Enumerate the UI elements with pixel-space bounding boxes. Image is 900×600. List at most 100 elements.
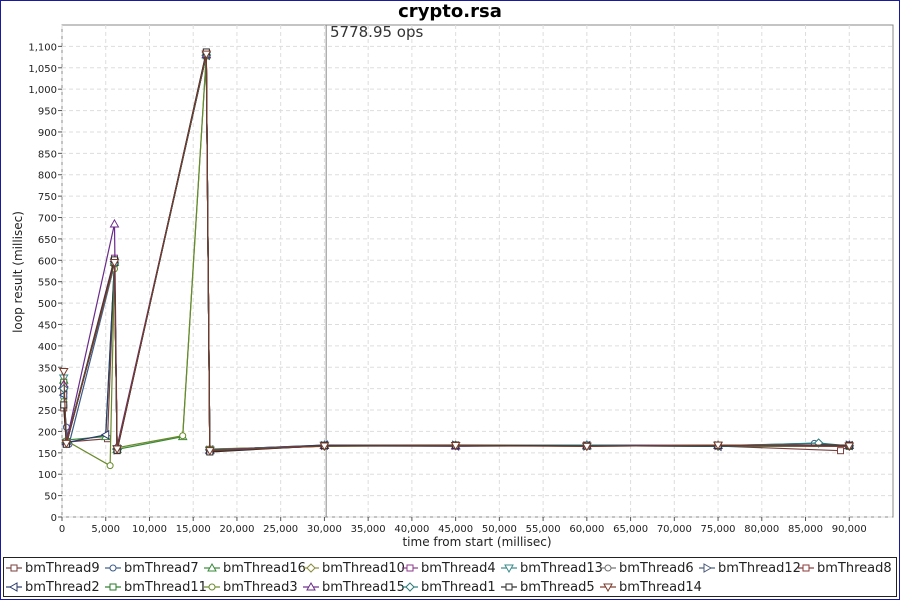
legend-label: bmThread13 <box>520 560 603 576</box>
legend-marker-icon <box>402 582 418 592</box>
x-tick-label: 70,000 <box>657 524 692 535</box>
y-tick-label: 900 <box>38 128 57 139</box>
series-marker <box>201 50 212 60</box>
legend-label: bmThread2 <box>25 579 100 595</box>
x-tick-label: 90,000 <box>832 524 867 535</box>
series-marker <box>844 442 855 451</box>
y-tick-label: 350 <box>38 363 57 374</box>
x-tick-label: 50,000 <box>482 524 517 535</box>
legend-label: bmThread3 <box>223 579 298 595</box>
series-marker <box>10 564 18 572</box>
legend-item: bmThread1 <box>402 578 496 596</box>
legend-item: bmThread14 <box>600 578 702 596</box>
legend-item: bmThread5 <box>501 578 595 596</box>
x-tick-label: 60,000 <box>569 524 604 535</box>
legend: bmThread9 bmThread7 bmThread16 bmThread10 bm… <box>3 557 897 597</box>
legend-marker-icon <box>798 564 814 572</box>
y-tick-label: 50 <box>44 492 57 503</box>
series-marker <box>179 432 187 440</box>
series-marker <box>8 582 18 592</box>
series-marker <box>406 564 414 572</box>
legend-item: bmThread7 <box>105 559 199 577</box>
series-marker <box>581 442 592 452</box>
chart-title: crypto.rsa <box>398 1 502 22</box>
legend-item: bmThread16 <box>204 559 306 577</box>
x-tick-label: 85,000 <box>788 524 823 535</box>
legend-marker-icon <box>204 562 220 572</box>
y-tick-label: 700 <box>38 214 57 225</box>
y-tick-label: 200 <box>38 427 57 438</box>
x-tick-label: 20,000 <box>219 524 254 535</box>
legend-label: bmThread14 <box>619 579 702 595</box>
x-axis-label: time from start (millisec) <box>402 535 551 549</box>
series-marker <box>504 564 514 574</box>
legend-label: bmThread8 <box>817 560 892 576</box>
legend-label: bmThread7 <box>124 560 199 576</box>
legend-marker-icon <box>600 564 616 572</box>
y-tick-label: 400 <box>38 342 57 353</box>
legend-label: bmThread9 <box>25 560 100 576</box>
series-marker <box>109 218 120 228</box>
axes: 0 50 100 150 200 250 300 350 400 450 500 550 600 650 7… <box>28 25 867 535</box>
series-marker <box>109 583 117 591</box>
legend-item: bmThread4 <box>402 559 496 577</box>
y-tick-label: 950 <box>38 107 57 118</box>
y-tick-label: 300 <box>38 385 57 396</box>
x-tick-label: 55,000 <box>526 524 561 535</box>
legend-label: bmThread10 <box>322 560 405 576</box>
legend-marker-icon <box>600 583 616 593</box>
y-tick-label: 100 <box>38 470 57 481</box>
series-marker <box>603 583 613 593</box>
y-tick-label: 450 <box>38 320 57 331</box>
legend-marker-icon <box>204 583 220 591</box>
y-tick-label: 800 <box>38 171 57 182</box>
legend-marker-icon <box>303 563 319 573</box>
chart-area: 0 50 100 150 200 250 300 350 400 450 500 550 600 650 7… <box>11 23 894 549</box>
legend-item: bmThread10 <box>303 559 405 577</box>
y-tick-label: 150 <box>38 449 57 460</box>
series-marker <box>204 447 215 456</box>
legend-marker-icon <box>699 563 715 573</box>
legend-marker-icon <box>6 582 22 592</box>
x-tick-label: 35,000 <box>351 524 386 535</box>
legend-label: bmThread1 <box>421 579 496 595</box>
legend-item: bmThread3 <box>204 578 298 596</box>
y-axis-label: loop result (millisec) <box>11 211 25 333</box>
legend-label: bmThread15 <box>322 579 405 595</box>
y-tick-label: 1,050 <box>28 64 57 75</box>
y-tick-label: 0 <box>51 513 57 524</box>
series-marker <box>61 439 72 449</box>
x-tick-label: 45,000 <box>438 524 473 535</box>
series-marker <box>703 563 713 573</box>
series-marker <box>109 258 120 268</box>
legend-marker-icon <box>6 564 22 572</box>
series-layer <box>58 48 855 470</box>
series-marker <box>604 564 612 572</box>
series-marker <box>802 564 810 572</box>
series-marker <box>837 447 845 455</box>
legend-item: bmThread6 <box>600 559 694 577</box>
series-marker <box>405 582 415 592</box>
y-tick-label: 850 <box>38 149 57 160</box>
series-marker <box>100 429 110 440</box>
legend-label: bmThread4 <box>421 560 496 576</box>
legend-label: bmThread16 <box>223 560 306 576</box>
legend-marker-icon <box>105 583 121 591</box>
x-tick-label: 30,000 <box>307 524 342 535</box>
y-tick-label: 1,000 <box>28 85 57 96</box>
series-marker <box>713 441 723 451</box>
series-marker <box>505 583 513 591</box>
x-tick-label: 80,000 <box>744 524 779 535</box>
series-marker <box>109 564 117 572</box>
plot-area <box>61 24 894 518</box>
legend-marker-icon <box>402 564 418 572</box>
series-marker <box>306 581 316 591</box>
x-tick-label: 75,000 <box>701 524 736 535</box>
y-tick-label: 600 <box>38 256 57 267</box>
y-tick-label: 250 <box>38 406 57 417</box>
x-tick-label: 25,000 <box>263 524 298 535</box>
series-marker <box>450 442 461 451</box>
series-bmThread14 <box>58 50 855 456</box>
series-marker <box>112 445 122 454</box>
legend-marker-icon <box>303 581 319 591</box>
